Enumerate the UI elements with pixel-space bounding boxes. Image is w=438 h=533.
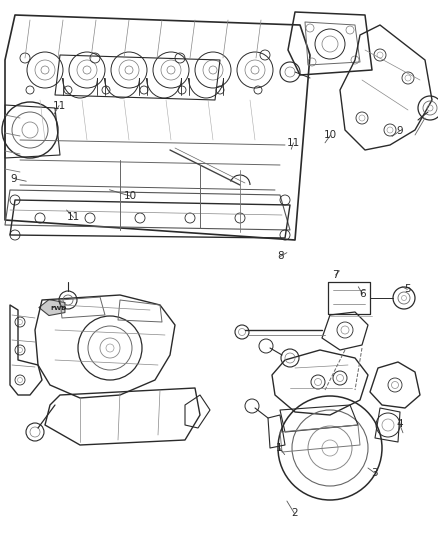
Text: 11: 11: [67, 213, 80, 222]
Text: 1: 1: [276, 443, 283, 453]
Text: FWD: FWD: [51, 306, 67, 311]
Text: 7: 7: [332, 270, 339, 280]
Text: 4: 4: [396, 419, 403, 429]
Text: 9: 9: [396, 126, 403, 136]
Polygon shape: [39, 300, 65, 316]
Text: 6: 6: [359, 289, 366, 299]
Text: 10: 10: [124, 191, 137, 201]
Text: 3: 3: [371, 468, 378, 478]
Text: 11: 11: [53, 101, 66, 110]
Text: 10: 10: [324, 131, 337, 140]
Text: 5: 5: [404, 285, 411, 294]
Text: 11: 11: [287, 138, 300, 148]
Text: 2: 2: [291, 508, 298, 518]
Text: 8: 8: [277, 252, 284, 261]
Text: 9: 9: [11, 174, 18, 183]
